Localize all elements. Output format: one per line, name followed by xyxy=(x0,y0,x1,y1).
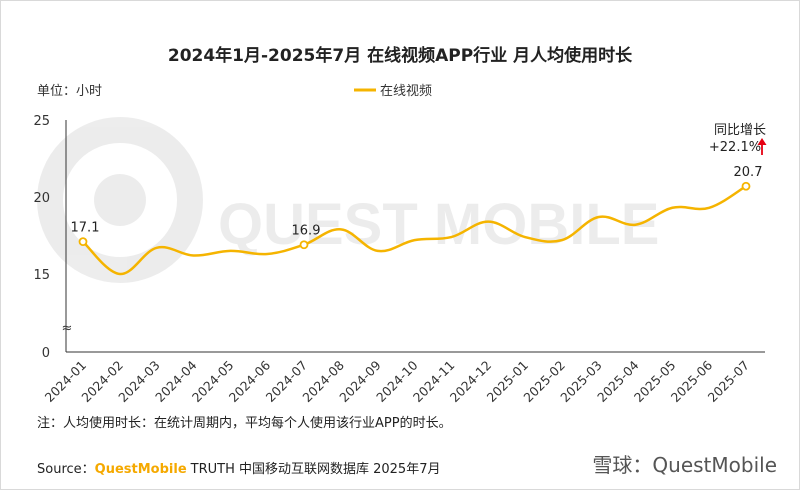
axis-break-icon: ≈ xyxy=(62,321,73,336)
y-tick-label: 20 xyxy=(33,191,50,206)
source-line: Source：QuestMobile TRUTH 中国移动互联网数据库 2025年… xyxy=(37,461,440,477)
yoy-value: +22.1% xyxy=(709,140,761,155)
series-line-online-video xyxy=(82,185,747,276)
data-point-marker xyxy=(78,237,88,247)
series-layer xyxy=(82,185,747,276)
xueqiu-watermark: 雪球：QuestMobile xyxy=(592,453,777,477)
data-point-marker xyxy=(299,240,309,250)
yoy-label: 同比增长 xyxy=(714,123,766,138)
footnote: 注：人均使用时长：在统计周期内，平均每个人使用该行业APP的时长。 xyxy=(37,415,452,431)
points-layer: 17.1 16.9 20.7 xyxy=(71,165,763,250)
source-brand: QuestMobile xyxy=(95,462,187,477)
y-tick-label: 0 xyxy=(42,346,50,361)
yoy-annotation: 同比增长 +22.1% xyxy=(709,123,767,155)
up-arrow-icon xyxy=(757,138,767,155)
bg-watermark-text: QUEST MOBILE xyxy=(218,192,659,257)
x-tick-labels: 2024-012024-022024-032024-042024-052024-… xyxy=(42,357,753,405)
legend-label: 在线视频 xyxy=(380,84,432,99)
data-label: 16.9 xyxy=(292,224,321,239)
source-prefix: Source： xyxy=(37,462,95,477)
chart-title: 2024年1月-2025年7月 在线视频APP行业 月人均使用时长 xyxy=(168,45,633,66)
legend: 在线视频 xyxy=(354,84,432,99)
data-label: 20.7 xyxy=(734,165,763,180)
data-point-marker xyxy=(741,181,751,191)
y-tick-label: 25 xyxy=(33,114,50,129)
data-label: 17.1 xyxy=(71,221,100,236)
y-tick-label: 15 xyxy=(33,268,50,283)
unit-label: 单位：小时 xyxy=(37,84,102,99)
bg-watermark: QUEST MOBILE xyxy=(37,117,659,283)
source-rest: TRUTH 中国移动互联网数据库 2025年7月 xyxy=(190,461,441,477)
